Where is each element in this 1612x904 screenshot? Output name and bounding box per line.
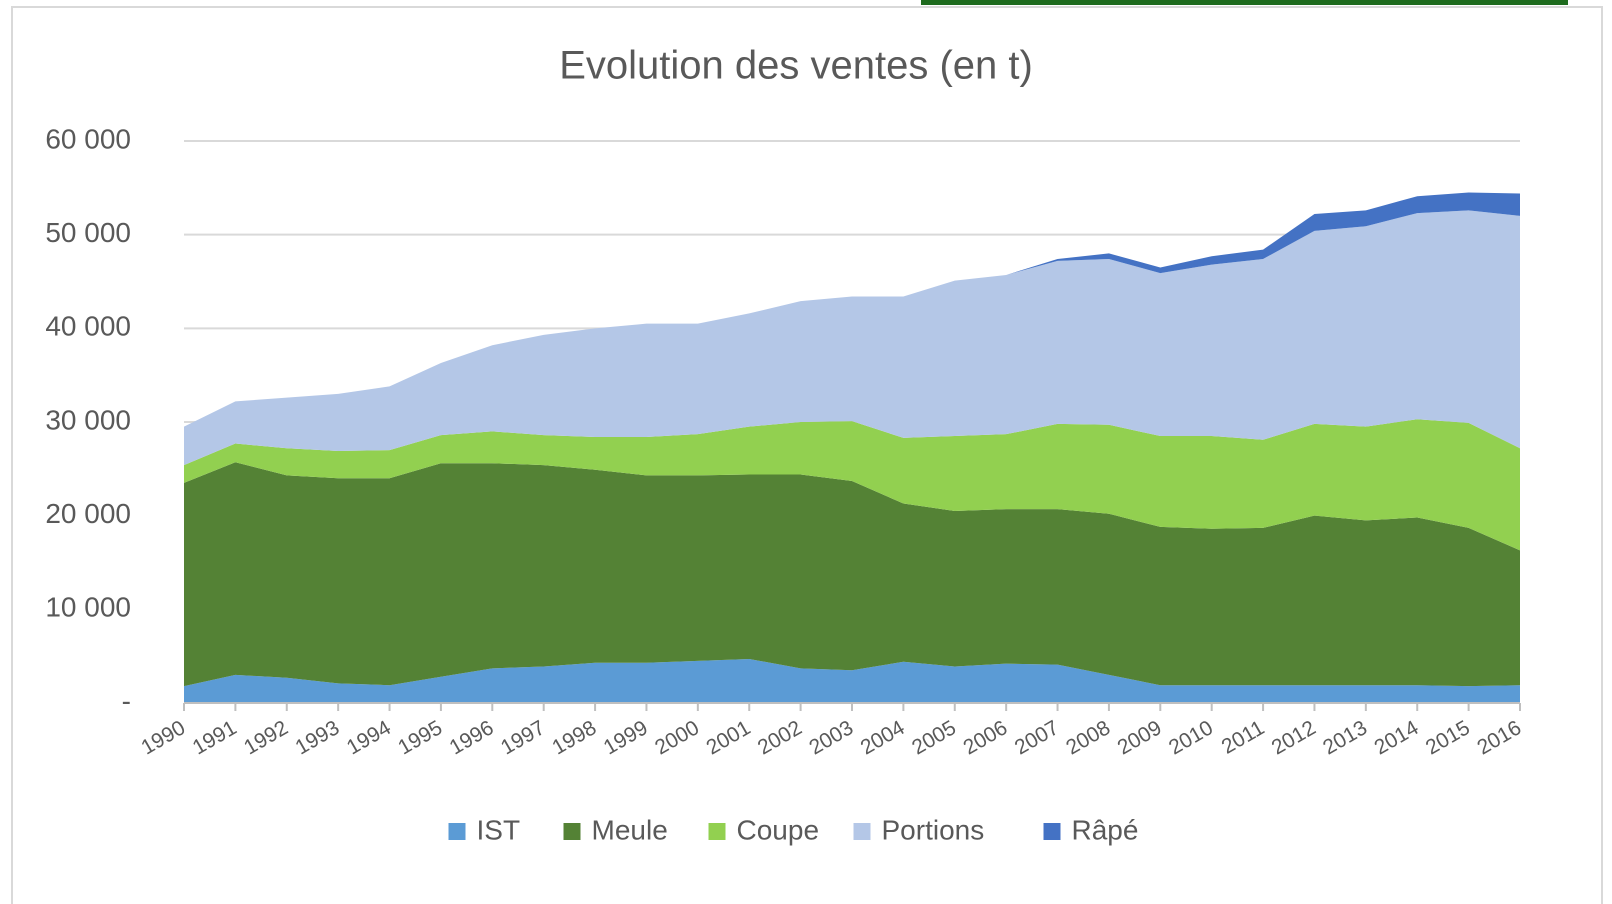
y-tick-label: 10 000 [45, 592, 131, 623]
y-tick-label: - [122, 685, 131, 716]
y-tick-label: 20 000 [45, 498, 131, 529]
area [184, 462, 1520, 687]
legend-swatch [1043, 823, 1061, 840]
chart-title: Evolution des ventes (en t) [559, 44, 1033, 88]
legend-label: Coupe [737, 814, 820, 845]
y-tick-label: 60 000 [45, 123, 131, 154]
legend-label: Portions [882, 814, 985, 845]
top-bar [921, 0, 1568, 5]
area [184, 210, 1520, 466]
legend-swatch [448, 823, 466, 840]
legend-swatch [563, 823, 581, 840]
area [184, 658, 1520, 703]
legend-swatch [708, 823, 726, 840]
area [184, 192, 1520, 427]
y-tick-label: 30 000 [45, 404, 131, 435]
area [184, 419, 1520, 551]
legend-label: Râpé [1072, 814, 1139, 845]
legend-label: IST [477, 814, 521, 845]
y-tick-label: 40 000 [45, 311, 131, 342]
legend-swatch [853, 823, 871, 840]
y-tick-label: 50 000 [45, 217, 131, 248]
legend-label: Meule [592, 814, 668, 845]
